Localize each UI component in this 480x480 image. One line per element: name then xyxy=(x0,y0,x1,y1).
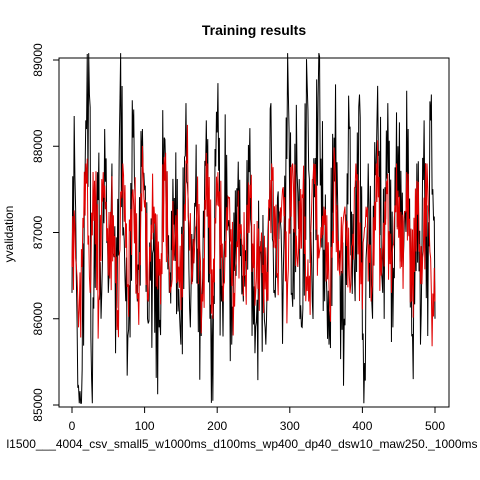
series-line-2 xyxy=(71,124,436,347)
series-layer xyxy=(71,52,436,404)
x-tick-label: 100 xyxy=(135,419,155,433)
y-axis: 85000 86000 87000 88000 89000 xyxy=(31,43,60,422)
y-axis-label: yvalidation xyxy=(2,206,16,263)
y-tick-label: 87000 xyxy=(31,215,45,249)
x-tick-label: 500 xyxy=(425,419,445,433)
y-tick-label: 88000 xyxy=(31,129,45,163)
x-tick-label: 0 xyxy=(69,419,76,433)
series-line-1 xyxy=(71,52,436,404)
x-tick-label: 200 xyxy=(207,419,227,433)
x-tick-label: 300 xyxy=(280,419,300,433)
y-tick-label: 86000 xyxy=(31,302,45,336)
x-tick-label: 400 xyxy=(352,419,372,433)
y-tick-label: 85000 xyxy=(31,388,45,422)
x-axis-label: l1500___4004_csv_small5_w1000ms_d100ms_w… xyxy=(7,437,478,451)
x-axis: 0 100 200 300 400 500 xyxy=(69,406,445,433)
y-tick-label: 89000 xyxy=(31,43,45,77)
chart-title: Training results xyxy=(202,22,306,38)
